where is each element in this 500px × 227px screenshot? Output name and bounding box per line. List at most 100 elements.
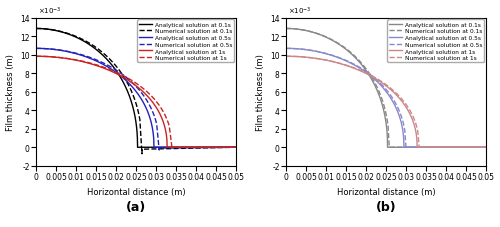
Numerical solution at 0.5s xyxy=(58,50,64,52)
Legend: Analytical solution at 0.1s, Numerical solution at 0.1s, Analytical solution at : Analytical solution at 0.1s, Numerical s… xyxy=(388,20,484,63)
Analytical solution at 0.1s xyxy=(233,146,239,149)
Numerical solution at 0.5s xyxy=(233,146,239,149)
Line: Analytical solution at 0.5s: Analytical solution at 0.5s xyxy=(286,49,486,148)
Numerical solution at 0.1s xyxy=(322,36,328,39)
Line: Numerical solution at 1s: Numerical solution at 1s xyxy=(286,57,486,148)
Analytical solution at 0.5s xyxy=(305,49,311,52)
Numerical solution at 0.1s xyxy=(299,29,305,32)
Analytical solution at 1s xyxy=(406,111,411,113)
Y-axis label: Film thickness (m): Film thickness (m) xyxy=(6,54,15,131)
Analytical solution at 1s xyxy=(483,146,489,149)
Numerical solution at 0.5s xyxy=(302,49,308,52)
Numerical solution at 1s xyxy=(483,146,489,149)
Numerical solution at 1s xyxy=(309,57,315,60)
Numerical solution at 0.5s xyxy=(306,49,312,52)
Analytical solution at 1s xyxy=(138,89,143,91)
Analytical solution at 0.5s xyxy=(283,48,289,50)
Numerical solution at 0.5s xyxy=(156,149,162,152)
Numerical solution at 1s xyxy=(79,60,85,63)
Numerical solution at 0.5s xyxy=(33,48,39,50)
Line: Numerical solution at 1s: Numerical solution at 1s xyxy=(36,57,236,148)
Analytical solution at 1s xyxy=(233,146,239,149)
Numerical solution at 0.5s xyxy=(130,82,136,85)
Legend: Analytical solution at 0.1s, Numerical solution at 0.1s, Analytical solution at : Analytical solution at 0.1s, Numerical s… xyxy=(138,20,234,63)
Numerical solution at 1s xyxy=(304,57,310,59)
Numerical solution at 0.1s xyxy=(320,35,326,38)
Analytical solution at 0.1s xyxy=(283,28,289,31)
Analytical solution at 0.5s xyxy=(322,53,328,55)
Numerical solution at 0.1s xyxy=(79,38,85,41)
Analytical solution at 1s xyxy=(283,56,289,58)
Text: (b): (b) xyxy=(376,200,396,213)
Numerical solution at 0.1s xyxy=(304,30,310,33)
Analytical solution at 0.1s xyxy=(40,28,46,31)
Numerical solution at 0.5s xyxy=(86,57,92,59)
Analytical solution at 0.1s xyxy=(114,71,120,74)
Analytical solution at 0.5s xyxy=(401,146,407,149)
Line: Analytical solution at 1s: Analytical solution at 1s xyxy=(36,57,236,148)
Analytical solution at 0.5s xyxy=(55,49,61,52)
Numerical solution at 0.1s xyxy=(54,30,60,33)
Numerical solution at 0.1s xyxy=(283,28,289,31)
Numerical solution at 1s xyxy=(306,57,312,60)
Y-axis label: Film thickness (m): Film thickness (m) xyxy=(256,54,264,131)
Numerical solution at 1s xyxy=(331,61,337,64)
Line: Numerical solution at 0.1s: Numerical solution at 0.1s xyxy=(286,29,486,148)
Analytical solution at 1s xyxy=(156,111,162,113)
Analytical solution at 0.5s xyxy=(151,146,157,149)
Analytical solution at 0.1s xyxy=(483,146,489,149)
Analytical solution at 0.1s xyxy=(33,28,39,31)
Numerical solution at 0.1s xyxy=(483,146,489,149)
Analytical solution at 0.5s xyxy=(377,84,383,86)
Analytical solution at 1s xyxy=(414,146,420,149)
Numerical solution at 0.5s xyxy=(403,146,409,149)
Analytical solution at 1s xyxy=(388,89,394,91)
Analytical solution at 1s xyxy=(33,56,39,58)
Numerical solution at 0.5s xyxy=(38,48,44,51)
Analytical solution at 0.5s xyxy=(148,119,154,121)
Analytical solution at 1s xyxy=(76,60,82,63)
Numerical solution at 1s xyxy=(380,82,386,85)
Analytical solution at 0.1s xyxy=(378,100,384,102)
X-axis label: Horizontal distance (m): Horizontal distance (m) xyxy=(86,187,186,196)
Numerical solution at 1s xyxy=(40,56,46,58)
Numerical solution at 0.5s xyxy=(329,55,335,57)
Numerical solution at 1s xyxy=(283,56,289,58)
Analytical solution at 0.1s xyxy=(382,113,388,116)
Analytical solution at 0.1s xyxy=(364,71,370,74)
Analytical solution at 1s xyxy=(160,121,166,123)
Analytical solution at 0.1s xyxy=(132,113,138,116)
Numerical solution at 0.1s xyxy=(66,33,72,36)
Numerical solution at 0.1s xyxy=(358,63,364,65)
Analytical solution at 1s xyxy=(42,56,48,59)
Line: Analytical solution at 0.1s: Analytical solution at 0.1s xyxy=(36,29,236,148)
Analytical solution at 0.1s xyxy=(316,34,322,37)
Analytical solution at 1s xyxy=(410,121,416,123)
Analytical solution at 0.1s xyxy=(384,146,390,149)
Numerical solution at 0.5s xyxy=(72,52,78,55)
Numerical solution at 0.1s xyxy=(38,28,44,31)
Numerical solution at 1s xyxy=(92,64,98,66)
Analytical solution at 1s xyxy=(58,57,64,60)
Analytical solution at 0.1s xyxy=(66,34,72,37)
Numerical solution at 0.5s xyxy=(371,77,377,79)
Analytical solution at 0.5s xyxy=(398,119,404,121)
Text: (a): (a) xyxy=(126,200,146,213)
Numerical solution at 0.1s xyxy=(116,69,122,72)
Numerical solution at 0.5s xyxy=(304,49,310,52)
Line: Numerical solution at 0.1s: Numerical solution at 0.1s xyxy=(36,29,236,154)
Analytical solution at 1s xyxy=(308,57,314,60)
Line: Analytical solution at 0.5s: Analytical solution at 0.5s xyxy=(36,49,236,148)
Analytical solution at 0.1s xyxy=(134,146,140,149)
Numerical solution at 0.1s xyxy=(386,146,392,149)
Analytical solution at 0.5s xyxy=(290,48,296,51)
Numerical solution at 0.1s xyxy=(233,146,239,149)
Numerical solution at 1s xyxy=(169,146,175,149)
Numerical solution at 0.1s xyxy=(33,28,39,31)
Text: $\times10^{-3}$: $\times10^{-3}$ xyxy=(38,6,62,17)
Numerical solution at 1s xyxy=(140,87,146,90)
Analytical solution at 0.5s xyxy=(144,107,150,110)
Analytical solution at 0.1s xyxy=(290,28,296,31)
Numerical solution at 1s xyxy=(76,60,82,62)
Numerical solution at 0.1s xyxy=(301,30,307,32)
